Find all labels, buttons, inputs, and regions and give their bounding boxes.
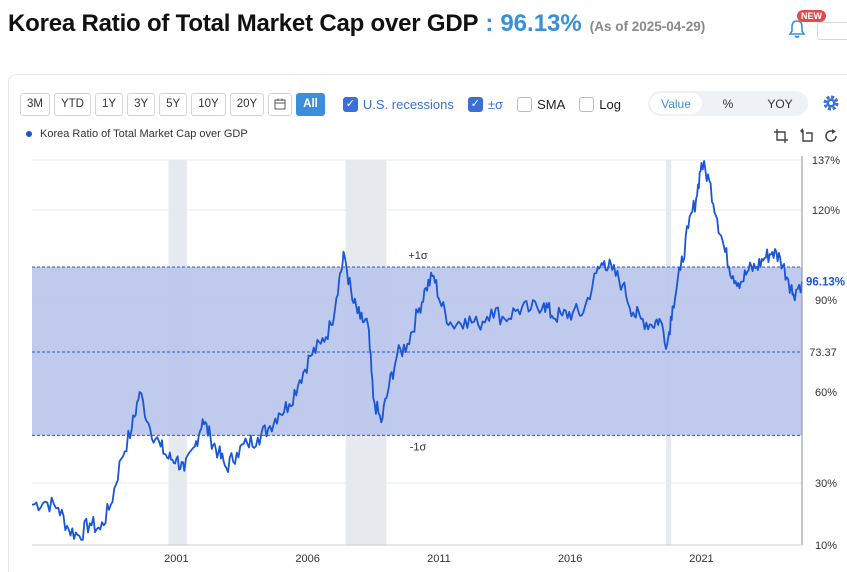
y-tick-label: 137% — [812, 155, 840, 167]
account-menu[interactable] — [817, 22, 847, 40]
reset-icon[interactable] — [822, 127, 840, 145]
log-label: Log — [599, 96, 621, 112]
log-checkbox[interactable]: Log — [579, 96, 621, 112]
minus-sigma-label: -1σ — [410, 441, 427, 453]
range-button-ytd[interactable]: YTD — [53, 92, 91, 116]
y-tick-label: 120% — [812, 205, 840, 217]
checkbox-empty-icon — [579, 96, 595, 112]
last-value-tag: 96.13% — [803, 273, 847, 290]
series-line — [31, 160, 803, 541]
undo-zoom-icon[interactable] — [797, 127, 815, 145]
check-icon: ✓ — [342, 96, 358, 112]
sma-checkbox[interactable]: SMA — [517, 96, 566, 112]
sigma-band — [32, 267, 802, 436]
mode-percent[interactable]: % — [722, 96, 734, 111]
mode-selector: Value % YOY — [648, 91, 808, 116]
y-tick-label: 60% — [815, 387, 837, 399]
range-button-3y[interactable]: 3Y — [127, 92, 156, 116]
x-tick-label: 2016 — [558, 553, 582, 565]
checkbox-empty-icon — [517, 96, 533, 112]
recessions-checkbox[interactable]: ✓ U.S. recessions — [342, 96, 454, 112]
range-button-20y[interactable]: 20Y — [229, 92, 265, 116]
last-value-label: 96.13% — [806, 277, 845, 289]
x-tick-label: 2006 — [295, 553, 319, 565]
plus-sigma-label: +1σ — [408, 250, 428, 262]
chart-legend[interactable]: Korea Ratio of Total Market Cap over GDP — [26, 128, 248, 140]
range-button-3m[interactable]: 3M — [20, 92, 50, 116]
x-tick-label: 2001 — [164, 553, 188, 565]
header: Korea Ratio of Total Market Cap over GDP… — [8, 10, 847, 42]
x-tick-label: 2011 — [427, 553, 451, 565]
mean-value-label: 73.37 — [809, 347, 837, 359]
y-tick-label: 90% — [815, 295, 837, 307]
range-button-1y[interactable]: 1Y — [94, 92, 124, 116]
gear-icon[interactable] — [822, 94, 840, 112]
x-tick-label: 2021 — [689, 553, 713, 565]
as-of-date: (As of 2025-04-29) — [589, 19, 706, 34]
page-title: Korea Ratio of Total Market Cap over GDP — [8, 10, 479, 37]
mode-yoy[interactable]: YOY — [767, 96, 793, 111]
mode-value[interactable]: Value — [650, 93, 702, 114]
sma-label: SMA — [537, 96, 566, 112]
range-button-5y[interactable]: 5Y — [159, 92, 188, 116]
range-button-10y[interactable]: 10Y — [191, 92, 226, 116]
sigma-label: ±σ — [487, 96, 504, 112]
recessions-label: U.S. recessions — [362, 96, 454, 112]
y-tick-label: 30% — [815, 478, 837, 490]
new-badge: NEW — [797, 10, 826, 22]
range-button-all[interactable]: All — [296, 92, 325, 116]
y-tick-label: 10% — [815, 540, 837, 552]
check-icon: ✓ — [467, 96, 483, 112]
legend-marker — [26, 131, 32, 137]
title-separator: : — [485, 10, 494, 37]
sigma-checkbox[interactable]: ✓ ±σ — [467, 96, 504, 112]
current-value: 96.13% — [500, 10, 582, 37]
calendar-icon[interactable] — [268, 92, 293, 116]
range-toolbar: 3M YTD 1Y 3Y 5Y 10Y 20Y All ✓ U.S. reces… — [20, 92, 621, 116]
crop-icon[interactable] — [772, 127, 790, 145]
bell-icon[interactable] — [786, 18, 808, 40]
legend-label: Korea Ratio of Total Market Cap over GDP — [40, 128, 248, 140]
